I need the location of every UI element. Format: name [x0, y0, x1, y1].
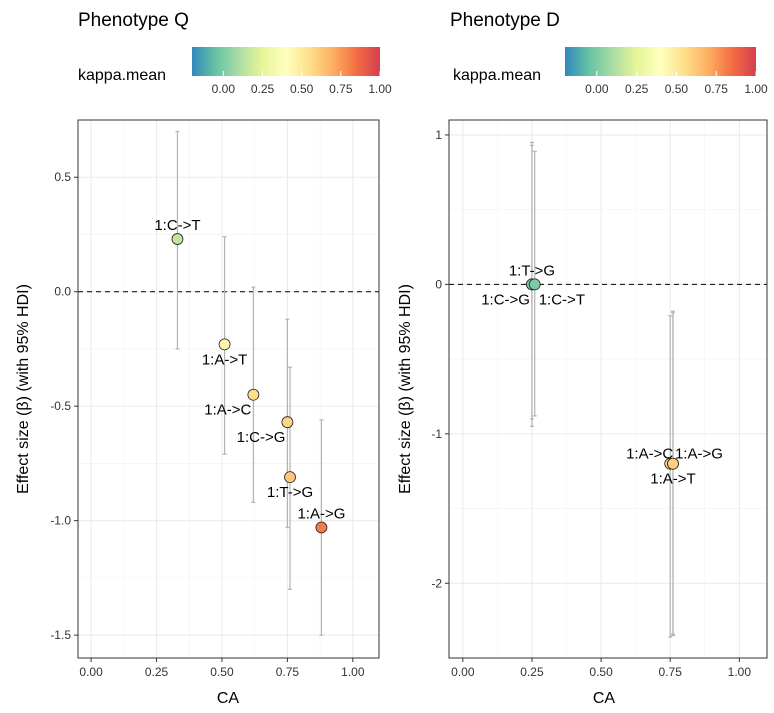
point-label: 1:T->G	[267, 484, 313, 501]
colorbar-tick-label: 0.00	[585, 82, 609, 96]
x-tick-label: 0.00	[451, 665, 475, 679]
colorbar-tick-label: 1.00	[744, 82, 768, 96]
x-tick-label: 1.00	[728, 665, 752, 679]
y-tick-label: -1	[431, 427, 442, 441]
point-label: 1:A->C	[626, 446, 673, 463]
point-label: 1:A->T	[650, 471, 695, 488]
point-label: 1:A->G	[297, 506, 345, 523]
colorbar-tick-label: 0.25	[625, 82, 649, 96]
legend-title: kappa.mean	[78, 67, 166, 84]
data-point	[285, 472, 296, 483]
panel-phenotype-q: Phenotype Q kappa.mean 0.00 0.25 0.50 0.75 1…	[15, 10, 392, 707]
chart-title: Phenotype Q	[78, 10, 189, 31]
y-tick-label: 1	[435, 128, 442, 142]
x-tick-label: 0.00	[79, 665, 103, 679]
colorbar-tick-label: 0.25	[251, 82, 275, 96]
y-ticks: -1.5 -1.0 -0.5 0.0 0.5	[50, 170, 78, 642]
y-tick-label: 0.5	[54, 170, 71, 184]
point-label: 1:C->T	[154, 217, 200, 234]
y-tick-label: -2	[431, 576, 442, 590]
colorbar-tick-label: 0.75	[705, 82, 729, 96]
colorbar	[565, 47, 756, 76]
colorbar	[192, 47, 380, 76]
legend-title: kappa.mean	[453, 67, 541, 84]
point-label: 1:A->T	[202, 351, 247, 368]
x-tick-label: 0.75	[276, 665, 300, 679]
point-label: 1:C->G	[237, 429, 286, 446]
x-ticks: 0.00 0.25 0.50 0.75 1.00	[451, 658, 751, 679]
y-tick-label: -0.5	[50, 399, 71, 413]
data-point	[282, 417, 293, 428]
colorbar-tick-label: 1.00	[368, 82, 392, 96]
x-ticks: 0.00 0.25 0.50 0.75 1.00	[79, 658, 364, 679]
x-tick-label: 0.25	[145, 665, 169, 679]
y-ticks: -2 -1 0 1	[431, 128, 449, 590]
colorbar-tick-label: 0.50	[290, 82, 314, 96]
point-label: 1:A->C	[204, 402, 251, 419]
data-point	[219, 339, 230, 350]
colorbar-tick-label: 0.50	[665, 82, 689, 96]
y-tick-label: 0	[435, 277, 442, 291]
point-label: 1:A->G	[675, 446, 723, 463]
y-tick-label: -1.5	[50, 628, 71, 642]
point-label: 1:C->T	[539, 291, 585, 308]
y-axis-label: Effect size (β) (with 95% HDI)	[15, 284, 32, 494]
plot-panel	[449, 120, 767, 658]
x-axis-label: CA	[217, 690, 240, 707]
plot-panel	[78, 120, 379, 658]
point-label: 1:T->G	[509, 262, 555, 279]
x-axis-label: CA	[593, 690, 616, 707]
data-point	[248, 389, 259, 400]
data-point	[172, 234, 183, 245]
data-point	[529, 279, 540, 290]
panel-phenotype-d: Phenotype D kappa.mean 0.00 0.25 0.50 0.75 1…	[397, 10, 768, 707]
colorbar-tick-label: 0.75	[329, 82, 353, 96]
x-tick-label: 0.50	[589, 665, 613, 679]
y-axis-label: Effect size (β) (with 95% HDI)	[397, 284, 414, 494]
x-tick-label: 0.50	[210, 665, 234, 679]
x-tick-label: 1.00	[341, 665, 365, 679]
chart-title: Phenotype D	[450, 10, 560, 31]
x-tick-label: 0.75	[659, 665, 683, 679]
data-point	[316, 522, 327, 533]
point-label: 1:C->G	[481, 291, 530, 308]
colorbar-tick-label: 0.00	[212, 82, 236, 96]
x-tick-label: 0.25	[520, 665, 544, 679]
y-tick-label: 0.0	[54, 285, 71, 299]
y-tick-label: -1.0	[50, 514, 71, 528]
